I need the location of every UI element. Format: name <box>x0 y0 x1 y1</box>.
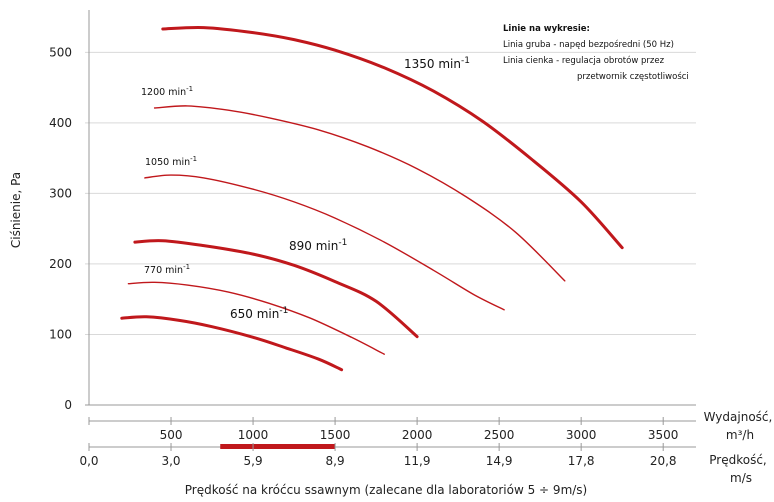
y-tick-label: 400 <box>49 116 72 130</box>
pressure-curve <box>161 25 624 250</box>
x-axis-flow-tick-label: 500 <box>160 428 183 442</box>
curve-label: 890 min-1 <box>289 238 347 253</box>
curve-label: 1200 min-1 <box>141 85 193 98</box>
x-axis-flow-tick-label: 2000 <box>402 428 433 442</box>
x-axis-flow-tick-label: 1500 <box>320 428 351 442</box>
x-axis-flow-label-line1: Wydajność, <box>704 410 773 424</box>
legend-note-line1: Linia gruba - napęd bezpośredni (50 Hz) <box>503 39 674 50</box>
pressure-curve <box>120 315 344 372</box>
x-axis-velocity-label-line1: Prędkość, <box>709 453 767 467</box>
x-axis-flow-tick-label: 1000 <box>238 428 269 442</box>
legend-note-line2: Linia cienka - regulacja obrotów przez <box>503 55 665 66</box>
x-axis-velocity-tick-label: 14,9 <box>486 454 513 468</box>
curve-label: 1350 min-1 <box>404 56 470 71</box>
recommended-velocity-bar <box>220 444 336 449</box>
x-axis-velocity-label-line2: m/s <box>730 471 752 485</box>
legend-note: Linie na wykresie: Linia gruba - napęd b… <box>503 24 689 82</box>
x-axis-velocity-tick-label: 5,9 <box>244 454 263 468</box>
x-axis-velocity-tick-label: 3,0 <box>161 454 180 468</box>
curve-label: 650 min-1 <box>230 306 288 321</box>
curve-label: 770 min-1 <box>144 263 190 276</box>
x-axis-velocity: 0,0 3,0 5,9 8,9 11,9 14,9 17,8 20,8 <box>79 443 696 468</box>
x-axis-velocity-tick-label: 8,9 <box>326 454 345 468</box>
curve-label: 1050 min-1 <box>145 155 197 168</box>
y-tick-label: 100 <box>49 327 72 341</box>
x-axis-flow-tick-label: 2500 <box>484 428 515 442</box>
y-tick-label: 500 <box>49 45 72 59</box>
pressure-curve <box>133 239 419 339</box>
pressure-curves <box>120 25 624 372</box>
x-axis-flow-tick-label: 3500 <box>648 428 679 442</box>
grid-lines <box>85 51 696 406</box>
y-tick-label: 300 <box>49 186 72 200</box>
x-axis-flow-label-line2: m³/h <box>726 428 754 442</box>
bottom-caption: Prędkość na króćcu ssawnym (zalecane dla… <box>185 483 587 497</box>
x-axis-velocity-tick-label: 11,9 <box>404 454 431 468</box>
legend-note-line3: przetwornik częstotliwości <box>577 71 689 82</box>
x-axis-velocity-tick-label: 17,8 <box>568 454 595 468</box>
x-axis-flow: 500 1000 1500 2000 2500 3000 3500 <box>88 417 696 442</box>
x-axis-flow-tick-label: 3000 <box>566 428 597 442</box>
y-tick-label: 0 <box>64 398 72 412</box>
y-axis: 0 100 200 300 400 500 <box>49 10 90 412</box>
x-axis-velocity-tick-label: 20,8 <box>650 454 677 468</box>
y-tick-label: 200 <box>49 257 72 271</box>
pressure-curve <box>144 174 505 311</box>
pressure-curve <box>127 281 385 355</box>
pressure-curve <box>153 105 566 282</box>
y-axis-label: Ciśnienie, Pa <box>9 172 23 248</box>
legend-note-title: Linie na wykresie: <box>503 24 590 34</box>
curve-labels: 1350 min-1 1200 min-1 1050 min-1 890 min-1 7… <box>141 56 470 321</box>
x-axis-velocity-tick-label: 0,0 <box>79 454 98 468</box>
